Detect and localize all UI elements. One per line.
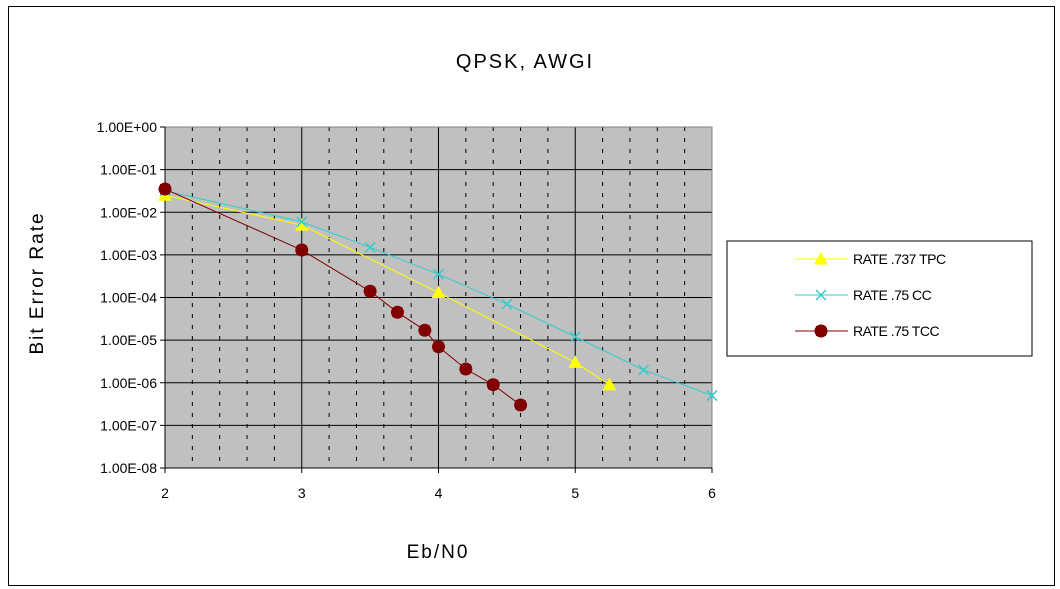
data-point-triangle xyxy=(814,251,828,265)
square-round xyxy=(295,243,309,257)
data-point-square xyxy=(432,340,445,354)
y-tick-label: 1.00E-06 xyxy=(100,375,157,391)
y-tick-label: 1.00E-04 xyxy=(100,290,157,306)
series-layer xyxy=(158,182,718,412)
legend-label: RATE .737 TPC xyxy=(853,251,946,267)
data-point-x xyxy=(706,390,718,402)
x-tick-label: 5 xyxy=(571,485,579,501)
data-point-triangle xyxy=(602,377,617,391)
x-stroke xyxy=(364,241,376,253)
data-point-square xyxy=(295,243,309,257)
x-stroke xyxy=(501,298,513,310)
x-axis-label: Eb/N0 xyxy=(407,542,470,563)
axes: 1.00E+00 1.00E-01 1.00E-02 1.00E-03 1.00E-04… xyxy=(97,119,716,501)
y-tick-label: 1.00E-01 xyxy=(100,162,157,178)
data-point-x xyxy=(364,241,376,253)
square-round xyxy=(486,378,500,392)
data-point-x xyxy=(296,216,308,228)
legend-entry-1: RATE .737 TPC xyxy=(795,251,946,267)
series-line xyxy=(164,190,713,397)
x-stroke xyxy=(432,268,445,280)
square-round xyxy=(459,362,473,376)
x-tick-label: 6 xyxy=(708,485,716,501)
square-round xyxy=(432,340,445,354)
square-round xyxy=(363,284,377,298)
data-point-x xyxy=(638,364,650,376)
legend-entry-2: RATE .75 CC xyxy=(795,287,932,303)
x-stroke xyxy=(815,289,827,301)
data-point-x xyxy=(815,289,827,301)
square-round xyxy=(814,324,828,338)
square-round xyxy=(158,182,172,196)
x-tick-label: 4 xyxy=(435,485,443,501)
square-round xyxy=(514,398,528,412)
data-point-square xyxy=(158,182,172,196)
data-point-square xyxy=(459,362,473,376)
x-stroke xyxy=(638,364,650,376)
data-point-x xyxy=(501,298,513,310)
square-round xyxy=(390,305,404,319)
x-stroke xyxy=(569,331,581,343)
data-point-square xyxy=(418,323,432,337)
data-point-square xyxy=(514,398,528,412)
data-point-square xyxy=(486,378,500,392)
data-point-square xyxy=(390,305,404,319)
legend-entry-3: RATE .75 TCC xyxy=(795,323,940,339)
chart-title: QPSK, AWGI xyxy=(456,51,594,73)
legend-label: RATE .75 TCC xyxy=(853,323,939,339)
data-point-x xyxy=(569,331,581,343)
y-tick-label: 1.00E+00 xyxy=(97,119,158,135)
y-tick-label: 1.00E-05 xyxy=(100,332,157,348)
y-tick-label: 1.00E-03 xyxy=(100,247,157,263)
y-tick-label: 1.00E-02 xyxy=(100,204,157,220)
data-point-triangle xyxy=(431,285,446,299)
data-point-square xyxy=(814,324,828,338)
y-tick-label: 1.00E-08 xyxy=(100,460,157,476)
data-point-x xyxy=(432,268,445,280)
data-point-square xyxy=(363,284,377,298)
legend-label: RATE .75 CC xyxy=(853,287,932,303)
square-round xyxy=(418,323,432,337)
x-stroke xyxy=(296,216,308,228)
data-point-triangle xyxy=(568,355,583,368)
legend: RATE .737 TPC RATE .75 CC RATE .75 TCC xyxy=(726,240,1033,357)
series-3 xyxy=(158,182,528,412)
x-tick-label: 3 xyxy=(298,485,306,501)
y-axis-label: Bit Error Rate xyxy=(27,211,48,354)
y-tick-label: 1.00E-07 xyxy=(100,417,157,433)
x-stroke xyxy=(706,390,718,402)
legend-box xyxy=(726,240,1033,357)
x-tick-label: 2 xyxy=(161,485,169,501)
